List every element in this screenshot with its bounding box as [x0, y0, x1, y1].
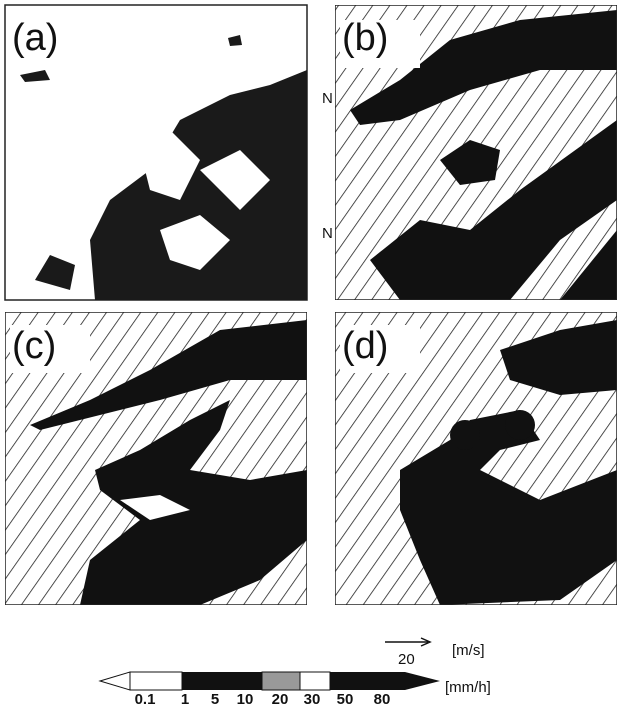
colorbar-tick-label: 1 [181, 691, 189, 706]
colorbar-tick-label: 50 [337, 691, 354, 706]
panel-label: (b) [342, 17, 388, 59]
panel-c: (c) [5, 312, 307, 605]
panel-a: (a) [5, 5, 307, 300]
side-label: N [322, 90, 333, 107]
vector-key-value: 20 [398, 651, 415, 668]
panel-label: (d) [342, 325, 388, 367]
figure: (a) (b) N N (c) (d) 20 [m/s] [0, 0, 617, 706]
panel-label: (a) [12, 17, 58, 59]
colorbar-tick-label: 0.1 [135, 691, 156, 706]
colorbar-tick-label: 5 [211, 691, 219, 706]
colorbar-tick-label: 10 [237, 691, 254, 706]
panel-d: (d) [335, 312, 617, 605]
colorbar-unit: [mm/h] [445, 679, 491, 696]
vector-key-unit: [m/s] [452, 642, 485, 659]
side-label: N [322, 225, 333, 242]
panel-b: (b) [335, 5, 617, 300]
vector-key: 20 [m/s] [385, 638, 485, 668]
colorbar-tick-label: 80 [374, 691, 391, 706]
colorbar-tick-label: 20 [272, 691, 289, 706]
colorbar: [mm/h] [100, 672, 491, 696]
colorbar-ticks: 0.1 1 5 10 20 30 50 80 [135, 691, 391, 706]
colorbar-tick-label: 30 [304, 691, 321, 706]
panel-label: (c) [12, 325, 56, 367]
